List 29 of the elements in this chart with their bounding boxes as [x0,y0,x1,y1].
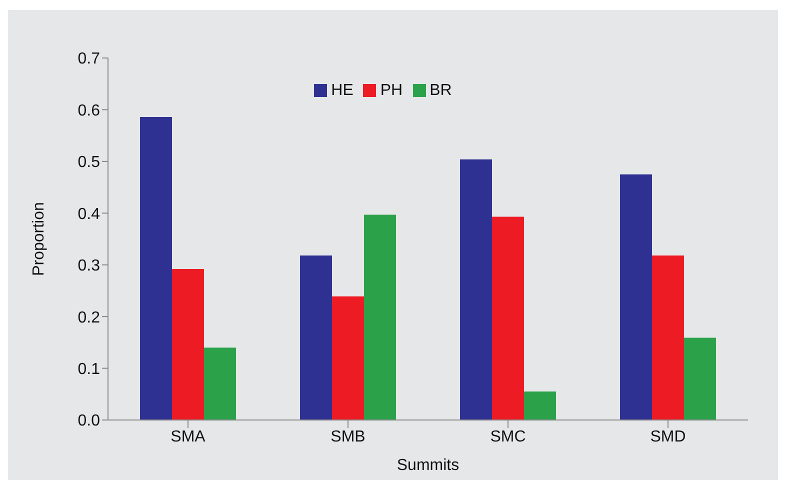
legend-label: BR [430,82,452,99]
y-tick-label: 0.4 [78,206,100,223]
x-tick-label: SMB [330,428,366,446]
bar [684,338,716,420]
y-axis-title: Proportion [30,202,48,276]
y-tick-label: 0.3 [78,258,100,275]
bar [300,256,332,420]
y-tick-label: 0.1 [78,360,100,378]
bar [460,159,492,420]
x-tick-label: SMC [490,428,526,446]
bar [332,296,364,420]
bar [620,174,652,420]
bar [524,392,556,420]
legend-label: PH [380,82,403,99]
y-tick-label: 0.5 [78,154,100,172]
bar [492,216,524,420]
x-tick-label: SMD [650,428,686,446]
x-tick-label: SMA [170,428,206,446]
y-tick-label: 0.2 [78,309,100,326]
bar [364,214,396,420]
y-tick-label: 0.7 [78,50,100,68]
bar [204,348,236,420]
legend-label: HE [331,82,354,99]
y-tick-label: 0.6 [78,102,100,120]
bar [652,256,684,420]
y-tick-label: 0.0 [78,412,100,430]
x-axis-title: Summits [396,457,460,474]
bar [172,268,204,420]
bar [140,116,172,420]
